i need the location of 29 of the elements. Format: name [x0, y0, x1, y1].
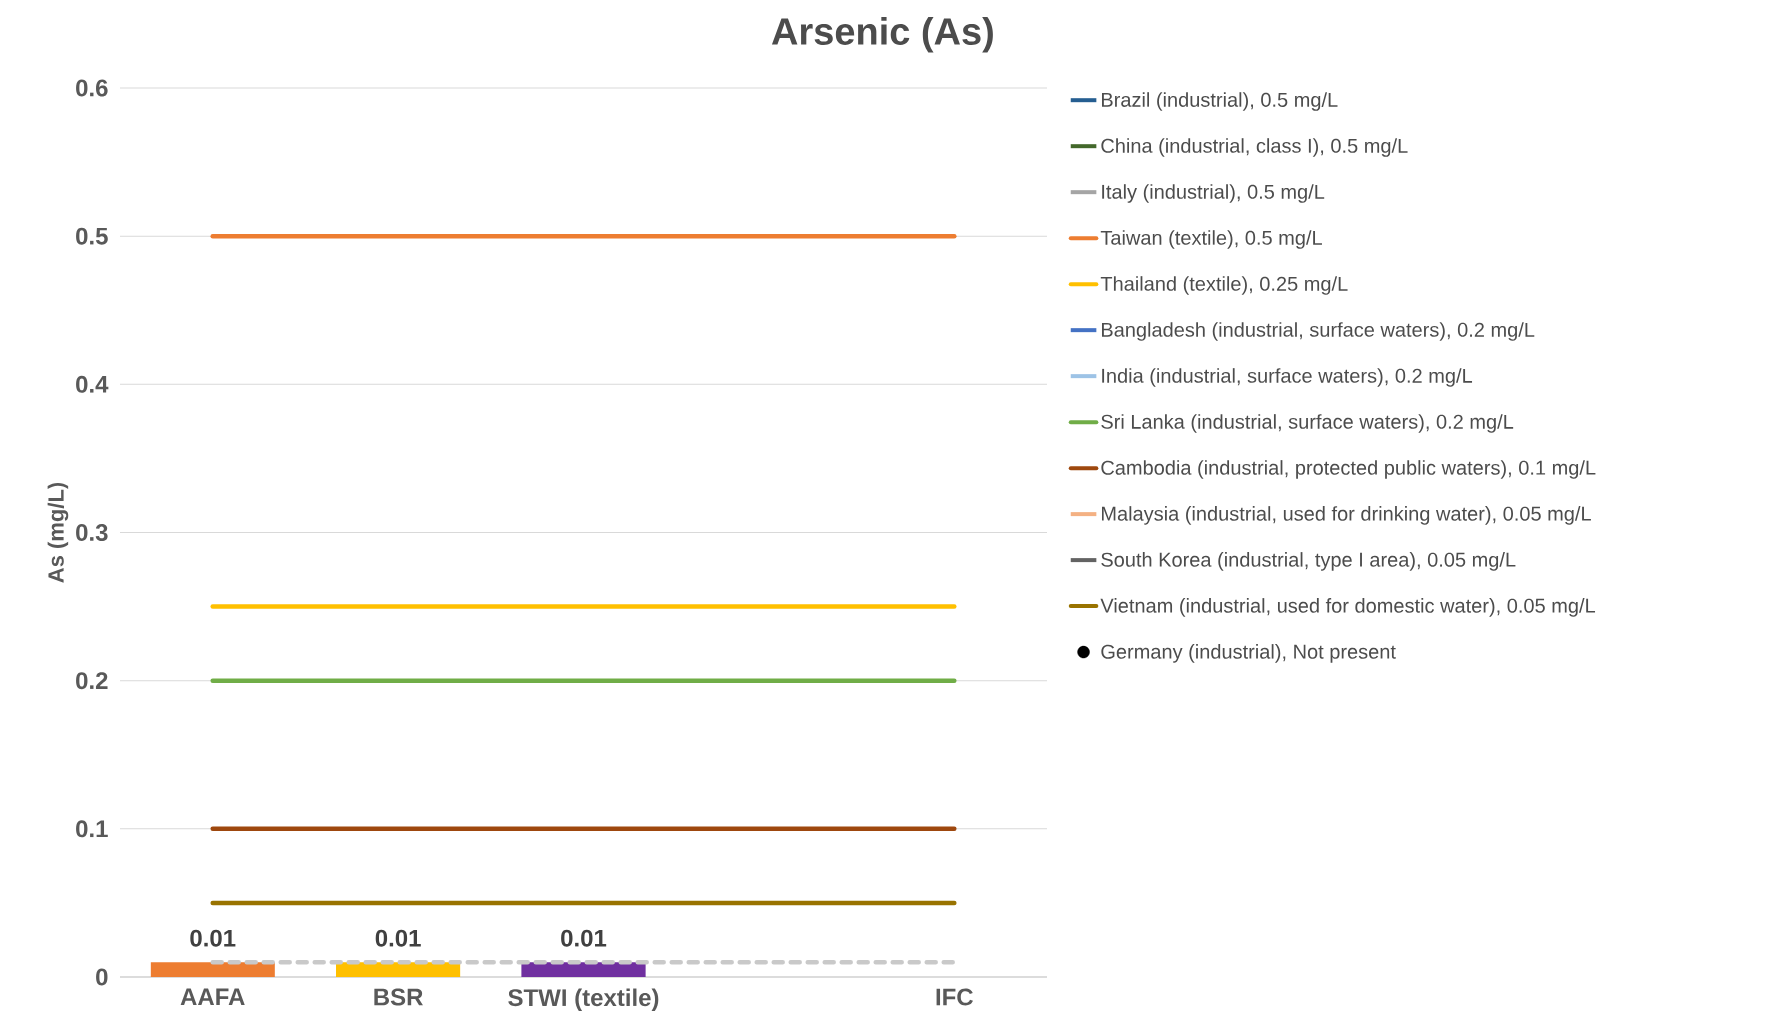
chart-title: Arsenic (As)	[771, 17, 993, 53]
y-tick-label: 0.4	[76, 375, 109, 393]
x-tick-label: AAFA	[180, 988, 245, 1006]
y-tick-label: 0.2	[76, 672, 108, 690]
x-tick-label: IFC	[936, 988, 973, 1006]
legend-label: Taiwan (textile), 0.5 mg/L	[1100, 230, 1322, 249]
legend-label: Vietnam (industrial, used for domestic water), 0.05 mg/L	[1100, 598, 1596, 617]
x-tick-label: BSR	[374, 988, 423, 1006]
x-tick-label: STWI (textile)	[508, 988, 659, 1011]
data-label: 0.01	[561, 929, 607, 947]
legend-label: China (industrial, class I), 0.5 mg/L	[1101, 138, 1408, 157]
data-label: 0.01	[190, 929, 236, 947]
y-tick-label: 0	[96, 968, 108, 986]
y-axis-title: As (mg/L)	[47, 482, 69, 583]
legend-label: India (industrial, surface waters), 0.2 mg/L	[1102, 368, 1473, 387]
legend-label: Cambodia (industrial, protected public waters), 0.1 mg/L	[1101, 460, 1596, 479]
data-label: 0.01	[375, 929, 421, 947]
legend-label: Brazil (industrial), 0.5 mg/L	[1102, 92, 1338, 111]
legend-label: Bangladesh (industrial, surface waters), 0.2 mg/L	[1102, 322, 1535, 341]
legend-label: Thailand (textile), 0.25 mg/L	[1100, 276, 1348, 295]
legend-label: Malaysia (industrial, used for drinking water), 0.05 mg/L	[1102, 506, 1591, 525]
legend-label: Germany (industrial), Not present	[1101, 644, 1396, 663]
y-tick-label: 0.1	[76, 820, 108, 838]
y-tick-label: 0.6	[76, 79, 108, 97]
y-tick-label: 0.5	[76, 227, 108, 245]
legend-label: South Korea (industrial, type I area), 0.05 mg/L	[1101, 552, 1516, 571]
legend-label: Italy (industrial), 0.5 mg/L	[1102, 184, 1325, 203]
legend-label: Sri Lanka (industrial, surface waters), 0.2 mg/L	[1101, 414, 1514, 433]
y-tick-label: 0.3	[76, 523, 108, 541]
